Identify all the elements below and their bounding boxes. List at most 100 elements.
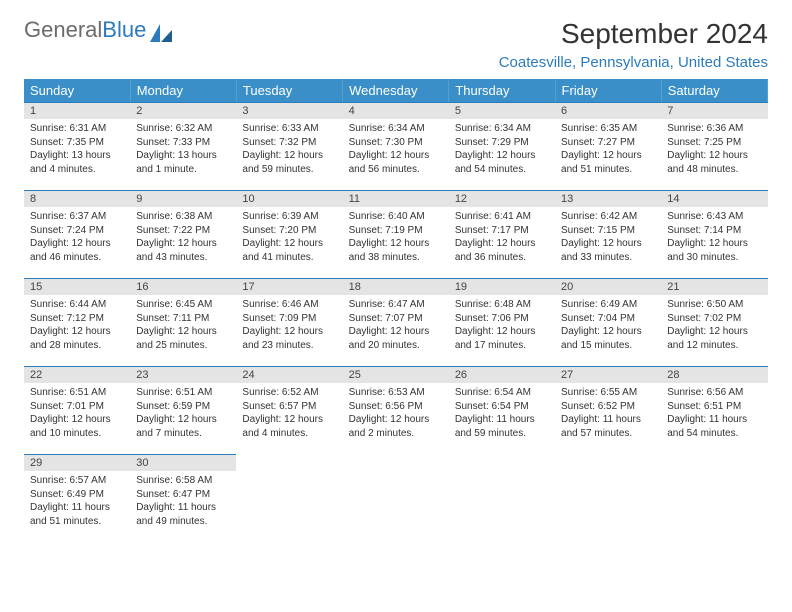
daylight1-line: Daylight: 12 hours [136,325,230,339]
day-number: 4 [343,102,449,119]
day-details: Sunrise: 6:52 AMSunset: 6:57 PMDaylight:… [236,383,342,444]
calendar-cell [236,454,342,542]
daylight1-line: Daylight: 12 hours [30,413,124,427]
sunset-line: Sunset: 7:25 PM [667,136,761,150]
sunrise-line: Sunrise: 6:50 AM [667,298,761,312]
sunrise-line: Sunrise: 6:37 AM [30,210,124,224]
daylight2-line: and 7 minutes. [136,427,230,441]
day-number: 9 [130,190,236,207]
sunset-line: Sunset: 7:07 PM [349,312,443,326]
daylight2-line: and 4 minutes. [30,163,124,177]
daylight1-line: Daylight: 12 hours [455,325,549,339]
brand-logo: GeneralBlue [24,18,172,42]
sunset-line: Sunset: 7:12 PM [30,312,124,326]
day-number: 6 [555,102,661,119]
day-header: Sunday [24,79,130,102]
calendar-cell: 12Sunrise: 6:41 AMSunset: 7:17 PMDayligh… [449,190,555,278]
day-number: 27 [555,366,661,383]
title-block: September 2024 Coatesville, Pennsylvania… [499,18,768,71]
calendar-row: 15Sunrise: 6:44 AMSunset: 7:12 PMDayligh… [24,278,768,366]
sunset-line: Sunset: 7:15 PM [561,224,655,238]
calendar-row: 8Sunrise: 6:37 AMSunset: 7:24 PMDaylight… [24,190,768,278]
daylight1-line: Daylight: 12 hours [242,149,336,163]
daylight1-line: Daylight: 12 hours [136,413,230,427]
day-number: 12 [449,190,555,207]
calendar-cell: 24Sunrise: 6:52 AMSunset: 6:57 PMDayligh… [236,366,342,454]
calendar-cell: 2Sunrise: 6:32 AMSunset: 7:33 PMDaylight… [130,102,236,190]
daylight2-line: and 59 minutes. [455,427,549,441]
sunset-line: Sunset: 6:51 PM [667,400,761,414]
calendar-header-row: SundayMondayTuesdayWednesdayThursdayFrid… [24,79,768,102]
daylight1-line: Daylight: 12 hours [30,237,124,251]
day-details: Sunrise: 6:44 AMSunset: 7:12 PMDaylight:… [24,295,130,356]
day-details: Sunrise: 6:34 AMSunset: 7:30 PMDaylight:… [343,119,449,180]
calendar-cell: 16Sunrise: 6:45 AMSunset: 7:11 PMDayligh… [130,278,236,366]
day-number: 30 [130,454,236,471]
day-details: Sunrise: 6:51 AMSunset: 6:59 PMDaylight:… [130,383,236,444]
day-header: Friday [555,79,661,102]
day-header: Wednesday [343,79,449,102]
calendar-cell: 11Sunrise: 6:40 AMSunset: 7:19 PMDayligh… [343,190,449,278]
daylight1-line: Daylight: 11 hours [455,413,549,427]
sunrise-line: Sunrise: 6:58 AM [136,474,230,488]
daylight1-line: Daylight: 12 hours [242,237,336,251]
daylight1-line: Daylight: 11 hours [136,501,230,515]
day-details: Sunrise: 6:54 AMSunset: 6:54 PMDaylight:… [449,383,555,444]
day-details: Sunrise: 6:33 AMSunset: 7:32 PMDaylight:… [236,119,342,180]
sail-icon [150,24,172,42]
sunset-line: Sunset: 7:17 PM [455,224,549,238]
sunrise-line: Sunrise: 6:33 AM [242,122,336,136]
daylight2-line: and 20 minutes. [349,339,443,353]
calendar-table: SundayMondayTuesdayWednesdayThursdayFrid… [24,79,768,542]
day-details: Sunrise: 6:51 AMSunset: 7:01 PMDaylight:… [24,383,130,444]
daylight1-line: Daylight: 12 hours [349,149,443,163]
daylight1-line: Daylight: 11 hours [667,413,761,427]
brand-part1: General [24,19,102,41]
day-number: 15 [24,278,130,295]
day-number: 23 [130,366,236,383]
day-details: Sunrise: 6:39 AMSunset: 7:20 PMDaylight:… [236,207,342,268]
sunrise-line: Sunrise: 6:47 AM [349,298,443,312]
calendar-cell: 20Sunrise: 6:49 AMSunset: 7:04 PMDayligh… [555,278,661,366]
daylight2-line: and 33 minutes. [561,251,655,265]
day-number: 5 [449,102,555,119]
day-details: Sunrise: 6:41 AMSunset: 7:17 PMDaylight:… [449,207,555,268]
sunset-line: Sunset: 7:19 PM [349,224,443,238]
daylight1-line: Daylight: 12 hours [455,237,549,251]
day-number: 10 [236,190,342,207]
sunset-line: Sunset: 6:57 PM [242,400,336,414]
calendar-cell: 5Sunrise: 6:34 AMSunset: 7:29 PMDaylight… [449,102,555,190]
sunset-line: Sunset: 7:04 PM [561,312,655,326]
calendar-row: 22Sunrise: 6:51 AMSunset: 7:01 PMDayligh… [24,366,768,454]
calendar-cell: 22Sunrise: 6:51 AMSunset: 7:01 PMDayligh… [24,366,130,454]
calendar-cell: 6Sunrise: 6:35 AMSunset: 7:27 PMDaylight… [555,102,661,190]
sunrise-line: Sunrise: 6:51 AM [30,386,124,400]
sunset-line: Sunset: 7:30 PM [349,136,443,150]
sunset-line: Sunset: 7:27 PM [561,136,655,150]
day-details: Sunrise: 6:40 AMSunset: 7:19 PMDaylight:… [343,207,449,268]
day-details: Sunrise: 6:50 AMSunset: 7:02 PMDaylight:… [661,295,767,356]
calendar-cell: 8Sunrise: 6:37 AMSunset: 7:24 PMDaylight… [24,190,130,278]
calendar-cell [555,454,661,542]
sunset-line: Sunset: 7:29 PM [455,136,549,150]
daylight2-line: and 2 minutes. [349,427,443,441]
sunset-line: Sunset: 7:02 PM [667,312,761,326]
day-details: Sunrise: 6:38 AMSunset: 7:22 PMDaylight:… [130,207,236,268]
daylight1-line: Daylight: 12 hours [561,237,655,251]
sunrise-line: Sunrise: 6:54 AM [455,386,549,400]
day-number: 25 [343,366,449,383]
location-label: Coatesville, Pennsylvania, United States [499,54,768,71]
daylight2-line: and 17 minutes. [455,339,549,353]
sunrise-line: Sunrise: 6:53 AM [349,386,443,400]
calendar-cell: 21Sunrise: 6:50 AMSunset: 7:02 PMDayligh… [661,278,767,366]
sunrise-line: Sunrise: 6:35 AM [561,122,655,136]
day-number: 1 [24,102,130,119]
daylight1-line: Daylight: 12 hours [667,149,761,163]
daylight2-line: and 51 minutes. [561,163,655,177]
day-details: Sunrise: 6:31 AMSunset: 7:35 PMDaylight:… [24,119,130,180]
day-details: Sunrise: 6:46 AMSunset: 7:09 PMDaylight:… [236,295,342,356]
day-details: Sunrise: 6:34 AMSunset: 7:29 PMDaylight:… [449,119,555,180]
daylight1-line: Daylight: 12 hours [667,237,761,251]
day-details: Sunrise: 6:53 AMSunset: 6:56 PMDaylight:… [343,383,449,444]
calendar-cell [661,454,767,542]
